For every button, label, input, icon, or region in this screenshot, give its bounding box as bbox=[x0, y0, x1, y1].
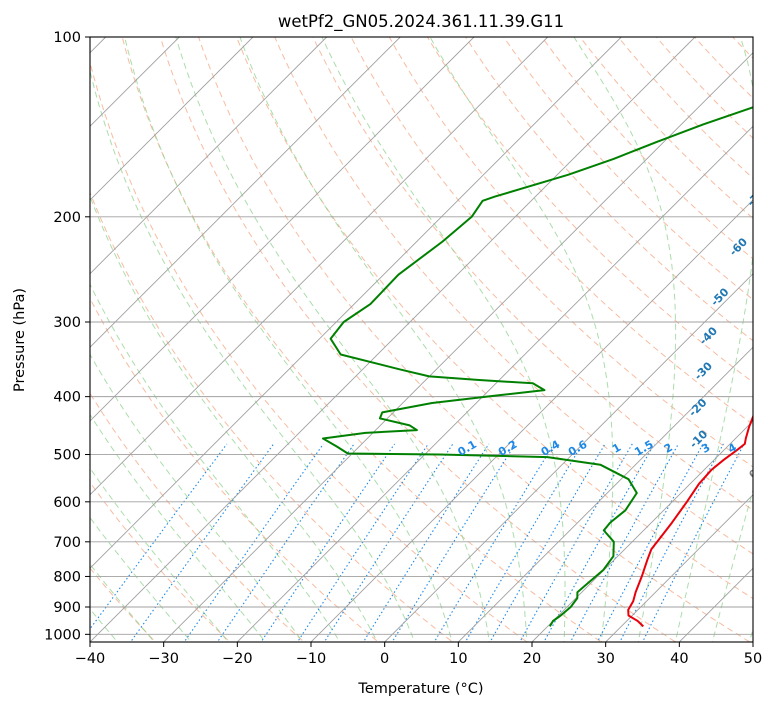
plot-frame bbox=[89, 36, 754, 643]
dry-adiabat bbox=[312, 37, 753, 511]
isotherm-line bbox=[310, 199, 753, 642]
mixing-ratio-line bbox=[619, 443, 724, 642]
moist-adiabat bbox=[90, 68, 416, 642]
temperature-line bbox=[627, 414, 753, 628]
y-axis-label: Pressure (hPa) bbox=[12, 288, 28, 392]
x-axis-label: Temperature (°C) bbox=[357, 681, 483, 697]
dry-adiabat bbox=[503, 37, 753, 301]
y-tick-label: 900 bbox=[53, 600, 81, 616]
y-tick-label: 700 bbox=[53, 535, 81, 551]
series-lines bbox=[322, 106, 753, 628]
x-tick-label: −30 bbox=[148, 651, 179, 667]
moist-adiabat bbox=[674, 37, 753, 642]
x-tick-label: 30 bbox=[596, 651, 614, 667]
mixing-ratio-line bbox=[489, 443, 606, 642]
moist-adiabat bbox=[90, 283, 341, 642]
isotherm-line bbox=[457, 346, 753, 642]
y-tick-label: 1000 bbox=[44, 627, 81, 643]
moist-adiabat bbox=[90, 467, 229, 642]
moist-adiabat bbox=[124, 37, 453, 642]
moist-adiabat bbox=[175, 37, 490, 642]
isotherm-line bbox=[90, 37, 254, 201]
moist-adiabat bbox=[573, 37, 677, 642]
dry-adiabats bbox=[90, 37, 753, 642]
isotherm-label: -70 bbox=[745, 186, 768, 209]
mixing-ratio-line bbox=[519, 443, 633, 642]
moist-adiabat bbox=[239, 37, 528, 642]
mixing-ratio-line bbox=[260, 443, 396, 642]
isotherm-line bbox=[90, 37, 696, 642]
dry-adiabat bbox=[197, 37, 751, 642]
moist-adiabats bbox=[90, 37, 753, 642]
isotherm-line bbox=[90, 37, 328, 275]
mixing-ratio-line bbox=[362, 443, 490, 642]
x-tick-label: 40 bbox=[670, 651, 688, 667]
mixing-ratio-line bbox=[183, 443, 324, 642]
x-axis-ticks: −40 −30 −20 −10 0 10 20 30 40 50 bbox=[75, 642, 762, 667]
isotherm-line bbox=[90, 37, 401, 348]
isotherm-line bbox=[531, 420, 753, 642]
isotherm-line bbox=[90, 37, 549, 496]
moist-adiabat bbox=[711, 488, 753, 642]
moist-adiabat bbox=[90, 195, 378, 642]
dry-adiabat bbox=[121, 37, 603, 642]
isotherm-line bbox=[90, 37, 475, 422]
dry-adiabat bbox=[90, 191, 454, 642]
dry-adiabat bbox=[274, 37, 753, 555]
chart-title: wetPf2_GN05.2024.361.11.39.G11 bbox=[278, 12, 564, 32]
moist-adiabat bbox=[321, 37, 566, 642]
mixing-ratio-line bbox=[464, 443, 583, 642]
isotherm-line bbox=[90, 37, 622, 569]
x-tick-label: 20 bbox=[523, 651, 541, 667]
mixing-ratio-line bbox=[433, 443, 555, 642]
moist-adiabat bbox=[429, 37, 614, 642]
x-tick-label: 50 bbox=[744, 651, 762, 667]
dewpoint-line bbox=[322, 106, 753, 627]
mixing-ratio-line bbox=[323, 443, 454, 642]
y-tick-label: 500 bbox=[53, 448, 81, 464]
moist-adiabat bbox=[90, 413, 267, 642]
isotherm-line bbox=[236, 125, 753, 642]
y-tick-label: 300 bbox=[53, 315, 81, 331]
dry-adiabat bbox=[90, 392, 305, 642]
dry-adiabat bbox=[90, 60, 528, 642]
y-tick-label: 200 bbox=[53, 210, 81, 226]
y-tick-label: 400 bbox=[53, 390, 81, 406]
plot-area: -100-90-80-70-60-50-40-30-20-100.10.20.4… bbox=[90, 37, 768, 642]
mixing-ratio-line bbox=[129, 443, 275, 642]
moist-adiabat bbox=[90, 516, 192, 642]
dry-adiabat bbox=[159, 37, 677, 642]
x-tick-label: −40 bbox=[75, 651, 106, 667]
dry-adiabat bbox=[236, 37, 753, 600]
x-tick-label: 0 bbox=[380, 651, 389, 667]
isotherm-line bbox=[605, 494, 753, 642]
dry-adiabat bbox=[90, 297, 380, 642]
y-tick-label: 600 bbox=[53, 495, 81, 511]
x-tick-label: −10 bbox=[296, 651, 327, 667]
y-tick-label: 800 bbox=[53, 569, 81, 585]
x-tick-label: 10 bbox=[449, 651, 467, 667]
isotherm-line bbox=[384, 273, 753, 642]
mixing-ratio-line bbox=[296, 443, 429, 642]
dry-adiabat-label: 0 bbox=[747, 466, 761, 481]
y-tick-label: 100 bbox=[53, 30, 81, 46]
mixing-ratio-line bbox=[569, 443, 679, 642]
y-axis-ticks: 1000 900 800 700 600 500 400 300 200 100 bbox=[44, 30, 90, 643]
isotherm-grid bbox=[90, 37, 753, 642]
x-tick-label: −20 bbox=[222, 651, 253, 667]
mixing-ratio-line bbox=[596, 443, 704, 642]
